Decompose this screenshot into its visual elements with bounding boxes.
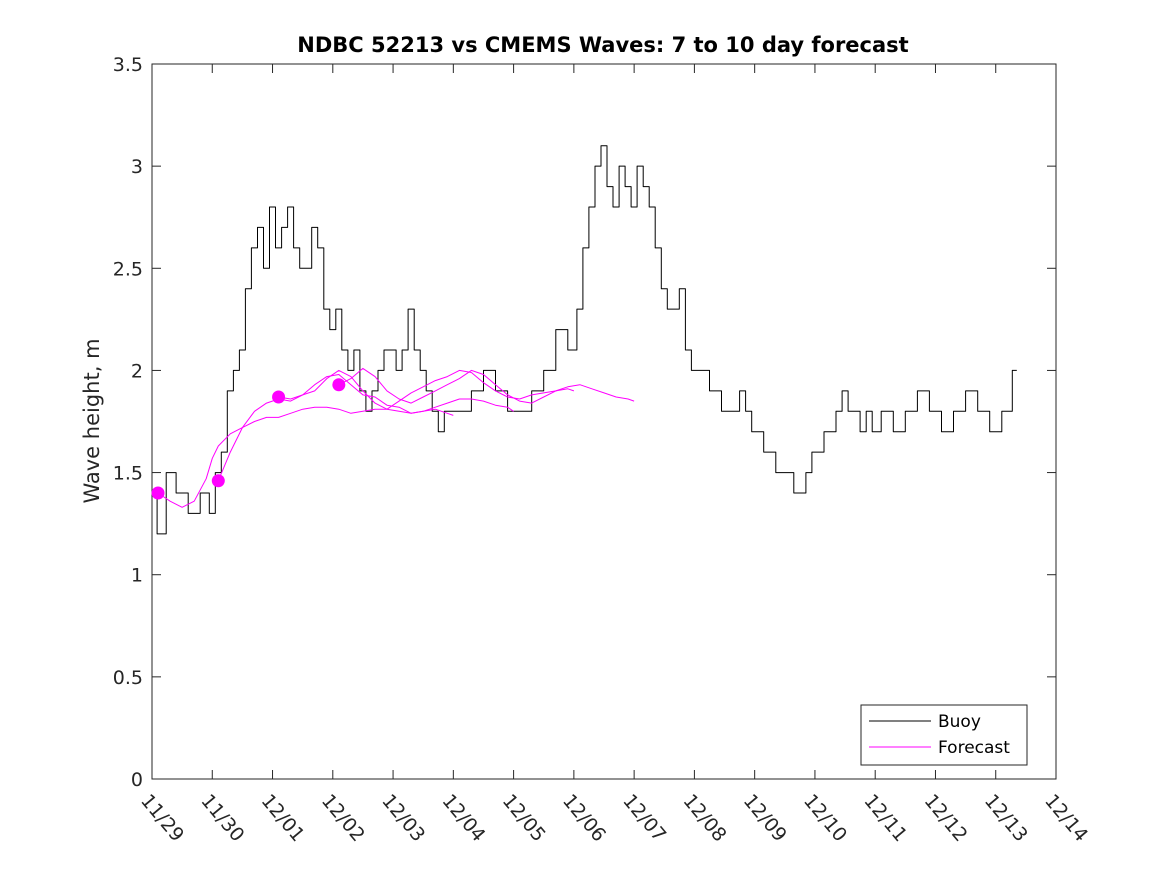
y-tick-label: 1.5 [113, 463, 143, 485]
y-tick-label: 2.5 [113, 258, 143, 280]
y-tick-label: 3 [131, 156, 143, 178]
series-line-forecast-2 [217, 374, 514, 481]
legend: Buoy Forecast [860, 704, 1028, 766]
forecast-start-marker-3 [272, 390, 286, 404]
series-line-forecast-4 [338, 367, 635, 404]
legend-buoy-label: Buoy [938, 712, 981, 732]
plot-area [151, 63, 1057, 780]
y-tick-label: 2 [131, 360, 143, 382]
forecast-start-marker-4 [332, 378, 346, 392]
series-line-forecast-3 [278, 369, 575, 410]
forecast-start-marker-2 [211, 474, 225, 488]
series-layer [152, 145, 1017, 535]
series-line-forecast-1 [157, 406, 454, 508]
series-line-buoy [152, 145, 1017, 535]
axes-box [151, 63, 1057, 780]
y-tick-label: 0.5 [113, 667, 143, 689]
legend-box [860, 704, 1028, 766]
chart-title: NDBC 52213 vs CMEMS Waves: 7 to 10 day f… [297, 33, 908, 57]
y-tick-label: 0 [131, 769, 143, 791]
y-axis-label: Wave height, m [80, 338, 104, 503]
marker-layer [151, 378, 346, 500]
legend-forecast-label: Forecast [938, 738, 1010, 758]
y-tick-label: 3.5 [113, 54, 143, 76]
forecast-start-marker-1 [151, 486, 165, 500]
y-tick-label: 1 [131, 565, 143, 587]
y-axis: 0 0.5 1 1.5 2 2.5 3 3.5 [113, 54, 1056, 791]
